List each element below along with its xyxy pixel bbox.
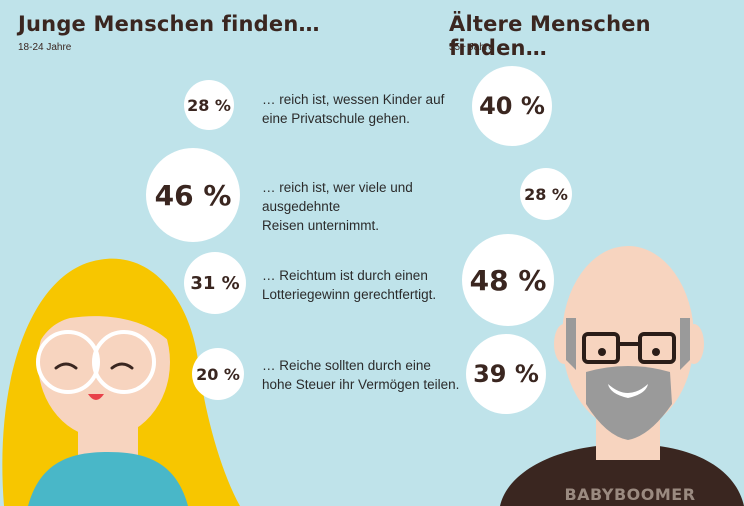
statement-line: Lotteriegewinn gerechtfertigt. — [262, 287, 437, 302]
young-percent-bubble: 31 % — [184, 252, 246, 314]
statement-line: … reich ist, wer viele und ausgedehnte — [262, 180, 413, 214]
statement-line: … Reichtum ist durch einen — [262, 268, 428, 283]
statement-line: … reich ist, wessen Kinder auf — [262, 92, 445, 107]
statement-3: … Reichtum ist durch einen Lotteriegewin… — [262, 266, 477, 304]
old-title: Ältere Menschen finden… — [449, 12, 651, 60]
statement-line: hohe Steuer ihr Vermögen teilen. — [262, 377, 460, 392]
statement-1: … reich ist, wessen Kinder auf eine Priv… — [262, 90, 477, 128]
old-subtitle: 55+ Jahre — [449, 42, 494, 53]
young-percent-bubble: 46 % — [146, 148, 240, 242]
old-man-figure: BABYBOOMER — [500, 246, 744, 506]
young-percent-bubble: 28 % — [184, 80, 234, 130]
old-percent-bubble: 40 % — [472, 66, 552, 146]
old-percent-bubble: 39 % — [466, 334, 546, 414]
old-percent-bubble: 28 % — [520, 168, 572, 220]
young-subtitle: 18-24 Jahre — [18, 42, 72, 53]
statement-line: eine Privatschule gehen. — [262, 111, 410, 126]
statement-line: … Reiche sollten durch eine — [262, 358, 431, 373]
statement-line: Reisen unternimmt. — [262, 218, 380, 233]
statement-4: … Reiche sollten durch eine hohe Steuer … — [262, 356, 477, 394]
shirt-text: BABYBOOMER — [564, 485, 695, 504]
statement-2: … reich ist, wer viele und ausgedehnte R… — [262, 178, 477, 235]
young-woman-figure — [2, 258, 241, 506]
young-title: Junge Menschen finden… — [18, 12, 320, 36]
young-percent-bubble: 20 % — [192, 348, 244, 400]
old-percent-bubble: 48 % — [462, 234, 554, 326]
